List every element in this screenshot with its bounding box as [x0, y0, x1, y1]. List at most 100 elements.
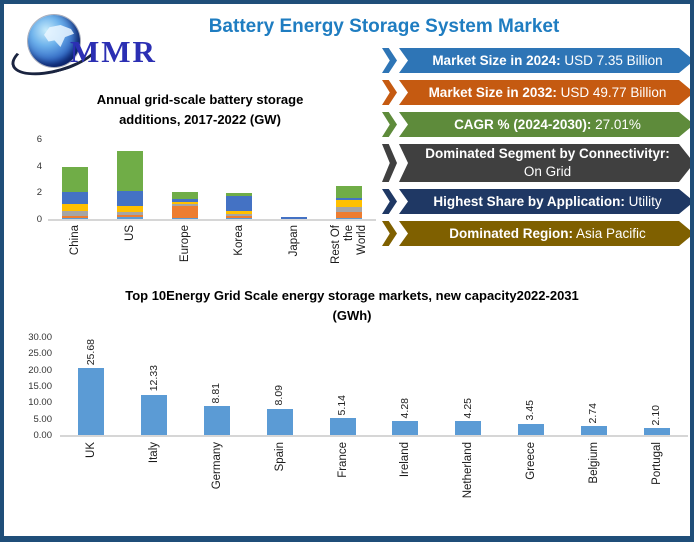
ribbon-label: Market Size in 2024: — [432, 52, 561, 68]
bar-segment-2022 — [171, 192, 198, 200]
bar-value-label: 2.10 — [650, 404, 663, 426]
globe-icon — [28, 15, 80, 67]
chart2-column: 5.14 — [311, 339, 374, 435]
bar-segment-2021 — [171, 199, 198, 203]
chart1-title-line2: additions, 2017-2022 (GW) — [119, 111, 281, 127]
category-label-group: Netherland — [437, 442, 500, 498]
bar-segment-2021 — [335, 198, 362, 200]
y-axis-tick-label: 5.00 — [33, 413, 53, 425]
bar — [643, 428, 670, 435]
category-label-group: Portugal — [625, 442, 688, 498]
chart2-column: 2.10 — [625, 339, 688, 435]
category-label: Netherland — [462, 442, 475, 499]
bar-segment-2018 — [62, 216, 89, 218]
chart2-column: 12.33 — [123, 339, 186, 435]
bar-segment-2017 — [62, 217, 89, 219]
chart2-column: 4.28 — [374, 339, 437, 435]
bar-segment-2022 — [226, 193, 253, 196]
bar-segment-2022 — [62, 167, 89, 193]
bar-value-label: 4.25 — [461, 397, 474, 419]
ribbon-value: 27.01% — [591, 116, 641, 132]
logo-text: MMR — [70, 34, 157, 69]
top10-markets-chart: Top 10Energy Grid Scale energy storage m… — [16, 286, 688, 498]
category-label-group: Italy — [123, 442, 186, 498]
chart1-title: Annual grid-scale battery storage additi… — [24, 90, 376, 129]
category-label: Europe — [178, 225, 191, 263]
chart2-title-line2: (GWh) — [332, 307, 372, 323]
category-label: US — [123, 225, 136, 241]
chart2-column: 2.74 — [562, 339, 625, 435]
y-axis-tick-label: 2 — [36, 187, 42, 199]
ribbon-label: Highest Share by Application: — [433, 193, 625, 209]
chart2-plot-area: 25.68 12.33 8.81 8.09 5.14 4.28 4.25 3.45 2.74 2.… — [28, 332, 688, 441]
category-label: Greece — [524, 442, 537, 480]
category-label-group: France — [311, 442, 374, 498]
chart2-column: 25.68 — [60, 339, 123, 435]
category-label-group: China — [48, 225, 103, 264]
category-label-group: Rest Of the World — [321, 225, 376, 264]
bar-segment-2017 — [171, 218, 198, 219]
chart1-column — [157, 192, 212, 219]
ribbon-value: On Grid — [523, 146, 674, 179]
bar-segment-2020 — [117, 205, 143, 213]
bar-segment-2019 — [62, 211, 89, 217]
bar — [329, 418, 356, 435]
stacked-bar — [171, 192, 198, 219]
category-label: Spain — [273, 442, 286, 472]
ribbon-chevron-icon — [382, 112, 397, 137]
stacked-bar — [62, 167, 89, 219]
category-label-group: Belgium — [562, 442, 625, 498]
bar-segment-2021 — [117, 191, 143, 206]
ribbon-label: Dominated Region: — [449, 225, 573, 241]
category-label: Korea — [233, 225, 246, 256]
bar-segment-2018 — [117, 215, 143, 217]
ribbon-label: Market Size in 2032: — [428, 84, 557, 100]
chart1-column — [267, 217, 322, 219]
bar — [392, 421, 419, 435]
bar-value-label: 4.28 — [398, 397, 411, 419]
bar-segment-2020 — [171, 202, 198, 205]
ribbon-chevron-icon — [382, 80, 397, 105]
ribbon-market-size-2024: Market Size in 2024: USD 7.35 Billion — [382, 48, 694, 73]
ribbon-value: USD 49.77 Billion — [556, 84, 667, 100]
stacked-bar — [335, 186, 362, 219]
bar-segment-2020 — [62, 204, 89, 212]
y-axis-tick-label: 30.00 — [28, 332, 52, 343]
category-label-group: Korea — [212, 225, 267, 264]
y-axis-tick-label: 15.00 — [28, 381, 52, 392]
category-label-group: Ireland — [374, 442, 437, 498]
chart1-column — [321, 186, 376, 219]
bar-segment-2020 — [226, 211, 253, 215]
category-label: Portugal — [650, 442, 663, 485]
bar-segment-2022 — [335, 186, 362, 199]
bar-segment-2021 — [62, 192, 89, 205]
ribbon-value: Utility — [624, 193, 662, 209]
ribbon-market-size-2032: Market Size in 2032: USD 49.77 Billion — [382, 80, 694, 105]
ribbon-label: Dominated Segment by Connectivityr: — [425, 146, 670, 162]
ribbon-highest-share: Highest Share by Application: Utility — [382, 189, 694, 214]
mmr-logo: MMR — [6, 10, 178, 84]
page-title: Battery Energy Storage System Market — [208, 16, 560, 37]
ribbon-chevron-icon — [382, 48, 397, 73]
bar-segment-2020 — [335, 199, 362, 208]
bar-segment-2018 — [335, 211, 362, 219]
bar-value-label: 25.68 — [84, 339, 97, 366]
ribbon-chevron-icon — [382, 221, 397, 246]
bar-segment-2018 — [171, 206, 198, 219]
category-label: China — [69, 225, 82, 256]
chart1-title-line1: Annual grid-scale battery storage — [96, 92, 304, 107]
y-axis-tick-label: 20.00 — [28, 364, 52, 376]
category-label-group: US — [103, 225, 158, 264]
chart2-title: Top 10Energy Grid Scale energy storage m… — [16, 286, 688, 325]
category-label: Rest Of — [329, 225, 342, 264]
bar-segment-2017 — [226, 217, 253, 219]
ribbon-label: CAGR % (2024-2030): — [454, 116, 592, 132]
y-axis-tick-label: 6 — [36, 134, 42, 145]
category-label-group: Europe — [157, 225, 212, 264]
ribbon-dominated-region: Dominated Region: Asia Pacific — [382, 221, 694, 246]
stacked-bar — [117, 151, 143, 219]
ribbon-chevron-icon — [382, 144, 397, 182]
category-label-group: Japan — [267, 225, 322, 264]
chart1-column — [103, 151, 158, 219]
